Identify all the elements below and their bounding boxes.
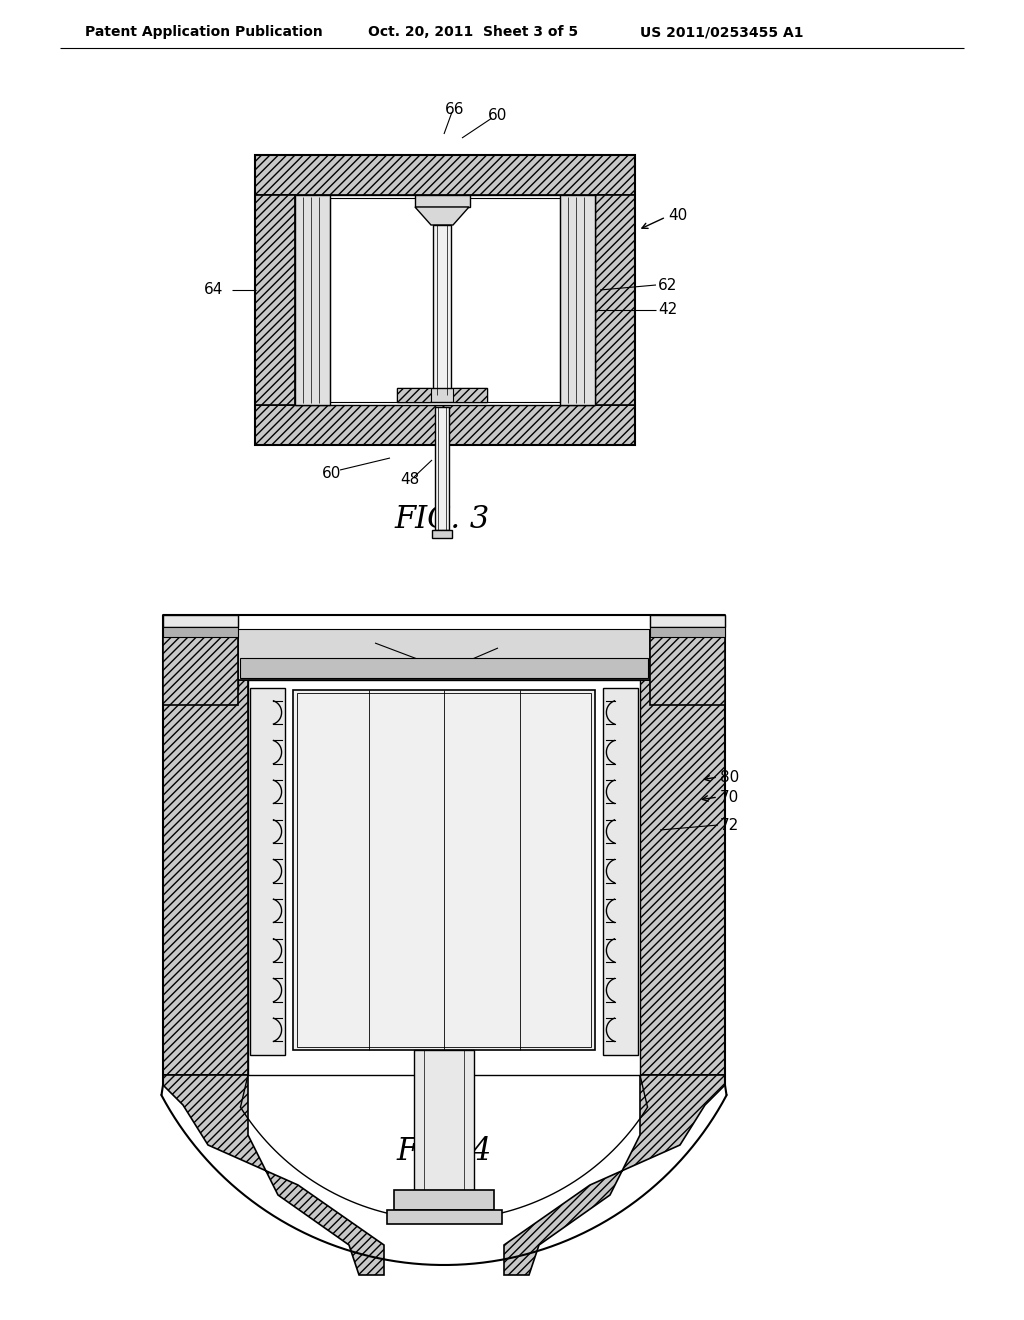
Bar [397,388,487,403]
Bar [295,195,595,405]
Text: 48: 48 [400,473,419,487]
Text: US 2011/0253455 A1: US 2011/0253455 A1 [640,25,804,40]
Bar [250,688,285,1055]
Bar [240,657,648,678]
Text: 78: 78 [345,982,365,998]
Bar [163,615,238,705]
Bar [435,407,449,531]
Bar [163,627,238,638]
Text: 74: 74 [500,639,519,655]
Text: Patent Application Publication: Patent Application Publication [85,25,323,40]
Bar [255,154,635,195]
Text: FIG. 3: FIG. 3 [394,504,489,536]
Text: 70: 70 [720,789,739,804]
Text: 64: 64 [204,282,223,297]
Text: 60: 60 [322,466,341,480]
Bar [433,224,451,395]
Bar [603,688,638,1055]
Text: 60: 60 [488,107,507,123]
Text: 40: 40 [668,207,687,223]
Bar [238,615,650,630]
Bar [238,615,650,680]
Text: 42: 42 [658,302,677,318]
Bar [295,195,330,405]
Bar [330,198,560,403]
Text: FIG. 4: FIG. 4 [396,1137,492,1167]
Polygon shape [163,1074,384,1275]
Polygon shape [415,207,469,224]
Text: 72: 72 [720,817,739,833]
Bar [650,627,725,638]
Bar [255,154,635,445]
Bar [453,388,487,403]
Bar [255,195,295,405]
Bar [650,615,725,627]
Bar [387,1210,502,1224]
Text: 80: 80 [720,770,739,784]
Bar [595,195,635,405]
Bar [432,531,452,539]
Bar [293,690,595,1049]
Bar [394,1191,494,1210]
Text: 66: 66 [445,103,465,117]
Bar [414,1049,474,1191]
Bar [640,680,725,1074]
Text: 76: 76 [355,635,375,651]
Bar [248,680,640,1074]
Bar [297,693,591,1047]
Text: 62: 62 [658,277,677,293]
Text: Oct. 20, 2011  Sheet 3 of 5: Oct. 20, 2011 Sheet 3 of 5 [368,25,579,40]
Bar [397,388,431,403]
Bar [415,195,470,207]
Bar [255,405,635,445]
Bar [560,195,595,405]
Bar [163,680,248,1074]
Bar [650,615,725,705]
Bar [163,615,238,627]
Polygon shape [504,1074,725,1275]
